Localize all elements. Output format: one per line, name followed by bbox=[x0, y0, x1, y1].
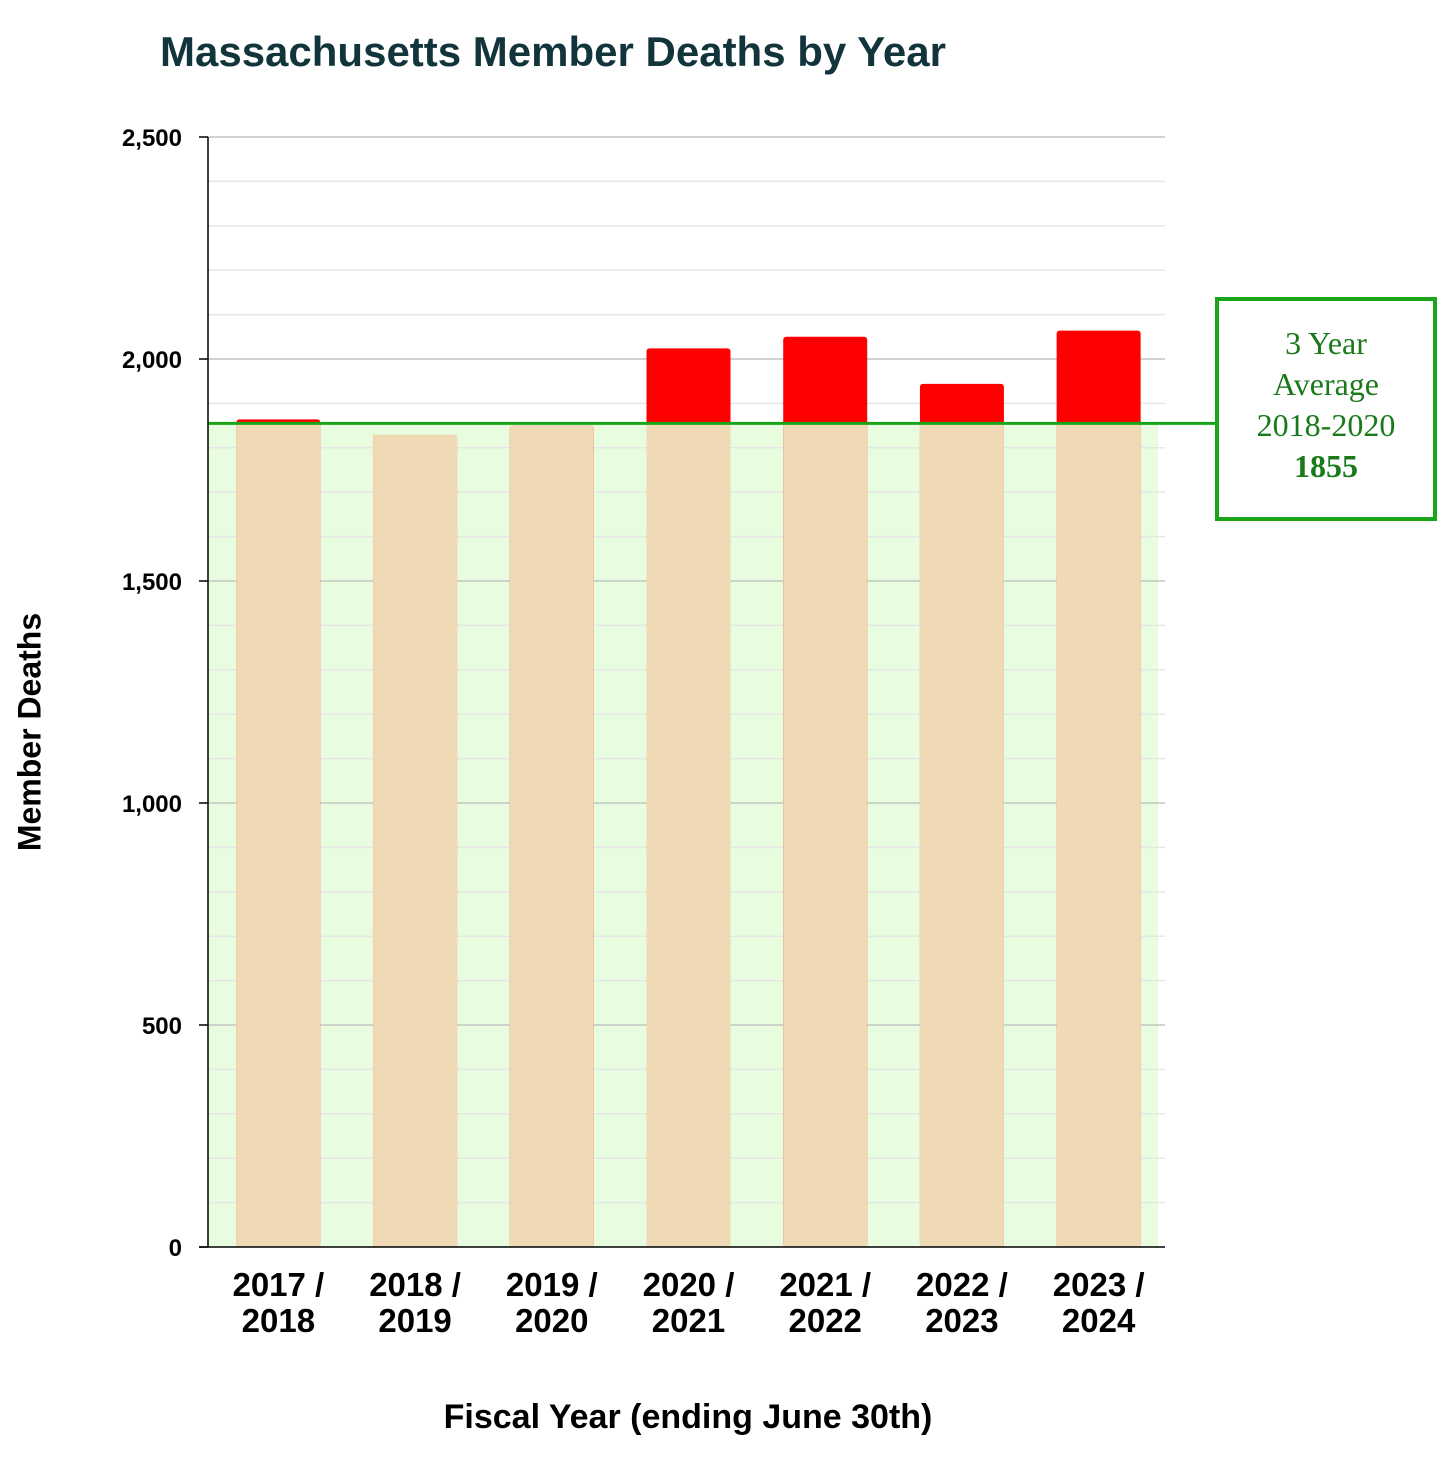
baseline-label-line-1: 3 Year bbox=[1285, 325, 1367, 361]
x-tick-label: 2021 / bbox=[779, 1266, 871, 1303]
x-tick-label: 2020 / bbox=[643, 1266, 735, 1303]
baseline-label-line-2: Average bbox=[1273, 366, 1379, 402]
y-tick-label: 2,000 bbox=[122, 347, 182, 374]
x-tick-label: 2020 bbox=[515, 1302, 588, 1339]
x-axis-label: Fiscal Year (ending June 30th) bbox=[443, 1398, 933, 1436]
x-tick-label: 2022 / bbox=[916, 1266, 1008, 1303]
bar-below-baseline bbox=[373, 434, 458, 1248]
chart-title: Massachusetts Member Deaths by Year bbox=[160, 28, 946, 75]
bar-below-baseline bbox=[919, 423, 1004, 1247]
y-tick-label: 0 bbox=[169, 1235, 182, 1262]
bar-below-baseline bbox=[1056, 423, 1141, 1247]
x-tick-label: 2024 bbox=[1062, 1302, 1136, 1339]
x-tick-label: 2022 bbox=[789, 1302, 862, 1339]
y-tick-label: 2,500 bbox=[122, 125, 182, 152]
y-tick-label: 1,000 bbox=[122, 791, 182, 818]
x-tick-label: 2021 bbox=[652, 1302, 725, 1339]
baseline-value-label: 1855 bbox=[1294, 448, 1358, 484]
y-tick-label: 500 bbox=[142, 1013, 182, 1040]
baseline-label-line-3: 2018-2020 bbox=[1256, 407, 1396, 443]
bar-below-baseline bbox=[646, 423, 731, 1247]
x-tick-label: 2023 bbox=[925, 1302, 998, 1339]
baseline-annotation-box: 3 Year Average 2018-2020 1855 bbox=[1215, 297, 1437, 521]
y-tick-label: 1,500 bbox=[122, 569, 182, 596]
x-tick-label: 2018 / bbox=[369, 1266, 461, 1303]
x-tick-label: 2019 / bbox=[506, 1266, 598, 1303]
bar-below-baseline bbox=[783, 423, 868, 1247]
x-tick-label: 2019 bbox=[378, 1302, 451, 1339]
bar-below-baseline bbox=[236, 423, 321, 1247]
x-tick-label: 2017 / bbox=[232, 1266, 324, 1303]
x-tick-label: 2018 bbox=[242, 1302, 315, 1339]
x-tick-label: 2023 / bbox=[1053, 1266, 1145, 1303]
bar-below-baseline bbox=[509, 425, 594, 1248]
